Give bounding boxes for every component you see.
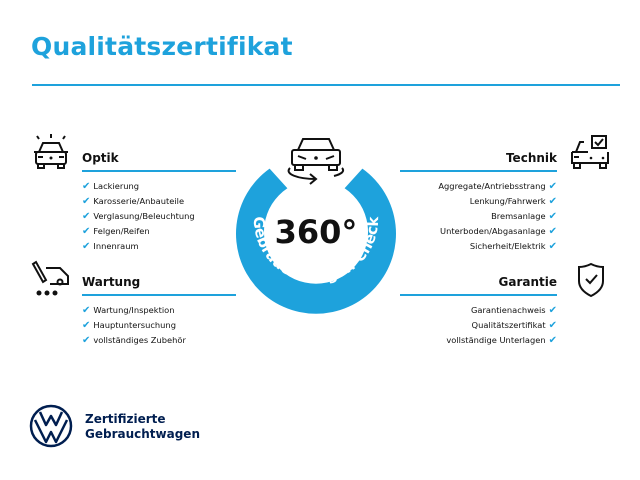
list-item-label: Wartung/Inspektion — [93, 305, 175, 315]
list-item: ✔ Hauptuntersuchung — [82, 318, 186, 333]
list-item-label: Sicherheit/Elektrik — [469, 241, 546, 251]
car-rotate-icon — [287, 138, 345, 185]
section-divider — [400, 294, 557, 296]
list-item-label: Qualitätszertifikat — [471, 320, 546, 330]
360-check-badge: 360° Gebrauchtwagen-Check — [235, 138, 396, 314]
check-icon: ✔ — [548, 226, 557, 237]
list-item: Bremsanlage ✔ — [438, 209, 557, 224]
list-item: Lenkung/Fahrwerk ✔ — [438, 194, 557, 209]
section-heading-optik: Optik — [82, 151, 119, 165]
list-item-label: Lenkung/Fahrwerk — [469, 196, 546, 206]
section-heading-technik: Technik — [505, 151, 557, 165]
list-item: Aggregate/Antriebsstrang ✔ — [438, 179, 557, 194]
list-item: ✔ vollständiges Zubehör — [82, 333, 186, 348]
section-divider — [82, 294, 236, 296]
check-icon: ✔ — [82, 196, 91, 207]
list-item: ✔ Lackierung — [82, 179, 195, 194]
list-item: ✔ Innenraum — [82, 239, 195, 254]
list-item-label: Innenraum — [93, 241, 139, 251]
check-icon: ✔ — [548, 335, 557, 346]
vw-logo — [29, 404, 73, 448]
list-item: ✔ Karosserie/Anbauteile — [82, 194, 195, 209]
list-item: ✔ Wartung/Inspektion — [82, 303, 186, 318]
list-item-label: Verglasung/Beleuchtung — [93, 211, 195, 221]
check-icon: ✔ — [548, 241, 557, 252]
check-icon: ✔ — [548, 211, 557, 222]
title-divider — [32, 84, 620, 86]
list-item-label: Hauptuntersuchung — [93, 320, 176, 330]
check-icon: ✔ — [82, 320, 91, 331]
service-van-icon — [31, 260, 69, 296]
brand-text: Zertifizierte Gebrauchtwagen — [85, 412, 200, 442]
car-checkbox-icon — [571, 135, 609, 169]
list-item-label: Karosserie/Anbauteile — [93, 196, 185, 206]
list-item: Sicherheit/Elektrik ✔ — [438, 239, 557, 254]
check-icon: ✔ — [82, 226, 91, 237]
list-item: vollständige Unterlagen ✔ — [446, 333, 557, 348]
list-item: Qualitätszertifikat ✔ — [446, 318, 557, 333]
check-icon: ✔ — [548, 305, 557, 316]
list-item: Unterboden/Abgasanlage ✔ — [438, 224, 557, 239]
list-technik: Aggregate/Antriebsstrang ✔ Lenkung/Fahrwer… — [438, 179, 557, 254]
list-item-label: Unterboden/Abgasanlage — [440, 226, 546, 236]
page-title: Qualitätszertifikat — [31, 32, 293, 61]
list-item: ✔ Felgen/Reifen — [82, 224, 195, 239]
badge-ring — [235, 168, 396, 314]
check-icon: ✔ — [548, 181, 557, 192]
check-icon: ✔ — [82, 211, 91, 222]
section-divider — [82, 170, 236, 172]
section-heading-wartung: Wartung — [82, 275, 141, 289]
list-item-label: Lackierung — [93, 181, 140, 191]
section-divider — [400, 170, 557, 172]
section-heading-garantie: Garantie — [498, 275, 558, 289]
list-wartung: ✔ Wartung/Inspektion ✔ Hauptuntersuchung ✔ vo… — [82, 303, 186, 348]
brand-line-2: Gebrauchtwagen — [85, 427, 200, 441]
check-icon: ✔ — [82, 181, 91, 192]
check-icon: ✔ — [82, 305, 91, 316]
badge-number: 360° — [275, 213, 358, 251]
shield-check-icon — [578, 262, 604, 298]
list-item-label: Bremsanlage — [491, 211, 546, 221]
check-icon: ✔ — [82, 241, 91, 252]
check-icon: ✔ — [82, 335, 91, 346]
list-item-label: Felgen/Reifen — [93, 226, 150, 236]
check-icon: ✔ — [548, 320, 557, 331]
list-item-label: vollständiges Zubehör — [93, 335, 186, 345]
check-icon: ✔ — [548, 196, 557, 207]
list-item: ✔ Verglasung/Beleuchtung — [82, 209, 195, 224]
list-optik: ✔ Lackierung ✔ Karosserie/Anbauteile ✔ Vergla… — [82, 179, 195, 254]
list-item-label: vollständige Unterlagen — [446, 335, 546, 345]
brand-line-1: Zertifizierte — [85, 412, 166, 426]
list-item-label: Garantienachweis — [470, 305, 546, 315]
car-lights-icon — [34, 134, 68, 169]
list-item-label: Aggregate/Antriebsstrang — [438, 181, 546, 191]
list-item: Garantienachweis ✔ — [446, 303, 557, 318]
list-garantie: Garantienachweis ✔ Qualitätszertifikat ✔ vol… — [446, 303, 557, 348]
